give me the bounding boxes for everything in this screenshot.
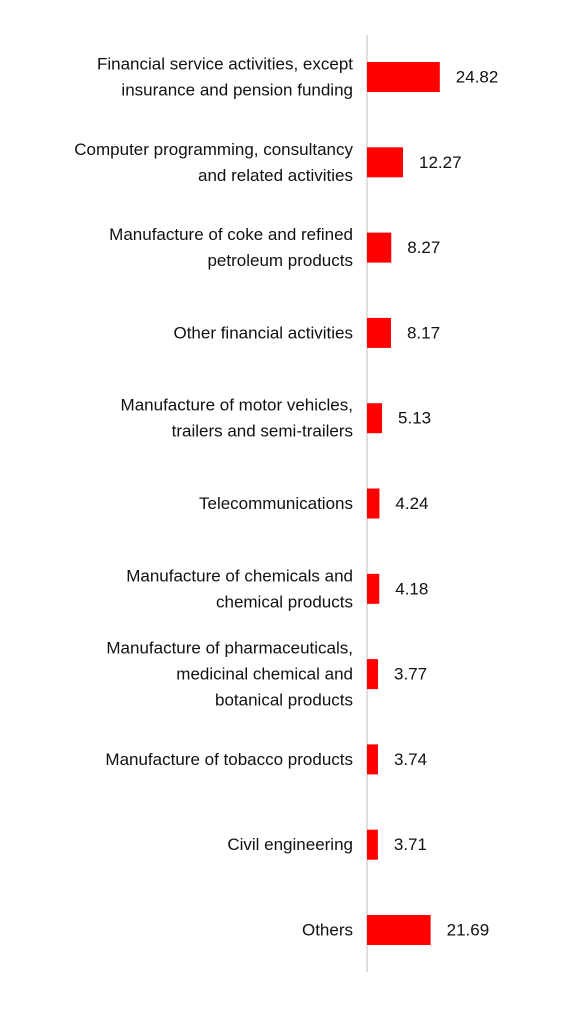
category-label: Manufacture of coke and refined petroleum… (109, 225, 353, 270)
category-label-line: Others (302, 921, 353, 940)
category-label: Others (302, 921, 353, 940)
bar (367, 317, 391, 348)
category-label: Manufacture of pharmaceuticals, medicinal… (106, 639, 353, 710)
category-label: Computer programming, consultancy and rel… (74, 140, 353, 185)
bar (367, 915, 431, 945)
bar (367, 744, 378, 775)
bars-group (367, 62, 440, 945)
bar (367, 62, 440, 92)
bar (367, 488, 380, 519)
category-label-line: Financial service activities, except (97, 55, 353, 74)
category-label-line: Computer programming, consultancy (74, 140, 353, 159)
category-label-line: chemical products (216, 592, 353, 611)
value-label: 3.71 (394, 835, 427, 854)
category-label-line: Telecommunications (199, 494, 353, 513)
value-label: 4.24 (395, 494, 428, 513)
value-label: 24.82 (456, 68, 499, 87)
category-label-line: and related activities (198, 166, 353, 185)
category-labels-group: Financial service activities, except insu… (74, 55, 353, 940)
category-label-line: Manufacture of motor vehicles, (121, 396, 353, 415)
value-label: 8.17 (407, 323, 440, 342)
bar (367, 403, 383, 434)
category-label-line: Other financial activities (173, 323, 353, 342)
value-label: 21.69 (447, 921, 490, 940)
category-label-line: medicinal chemical and (176, 665, 353, 684)
category-label-line: Manufacture of tobacco products (105, 750, 353, 769)
value-label: 3.74 (394, 750, 427, 769)
category-label-line: petroleum products (207, 251, 353, 270)
value-label: 4.18 (395, 579, 428, 598)
category-label: Telecommunications (199, 494, 353, 513)
category-label: Other financial activities (173, 323, 353, 342)
value-label: 5.13 (398, 409, 431, 428)
category-label-line: Manufacture of pharmaceuticals, (106, 639, 353, 658)
category-label-line: botanical products (215, 691, 353, 710)
category-label-line: trailers and semi-trailers (172, 422, 353, 441)
category-label: Manufacture of tobacco products (105, 750, 353, 769)
bar (367, 147, 403, 178)
bar (367, 659, 379, 690)
category-label-line: Civil engineering (227, 835, 353, 854)
bar (367, 573, 380, 604)
value-label: 3.77 (394, 665, 427, 684)
category-label: Manufacture of motor vehicles, trailers a… (121, 396, 353, 441)
category-label-line: Manufacture of coke and refined (109, 225, 353, 244)
category-label-line: insurance and pension funding (121, 81, 353, 100)
value-labels-group: 24.82 12.27 8.27 8.17 5.13 4.24 4.18 3.77 3.74 3.… (394, 68, 498, 940)
category-label: Manufacture of chemicals and chemical pro… (126, 566, 353, 611)
bar (367, 232, 392, 263)
value-label: 8.27 (407, 238, 440, 257)
bar (367, 829, 378, 860)
value-label: 12.27 (419, 153, 462, 172)
category-label: Civil engineering (227, 835, 353, 854)
category-label: Financial service activities, except insu… (97, 55, 353, 100)
category-label-line: Manufacture of chemicals and (126, 566, 353, 585)
